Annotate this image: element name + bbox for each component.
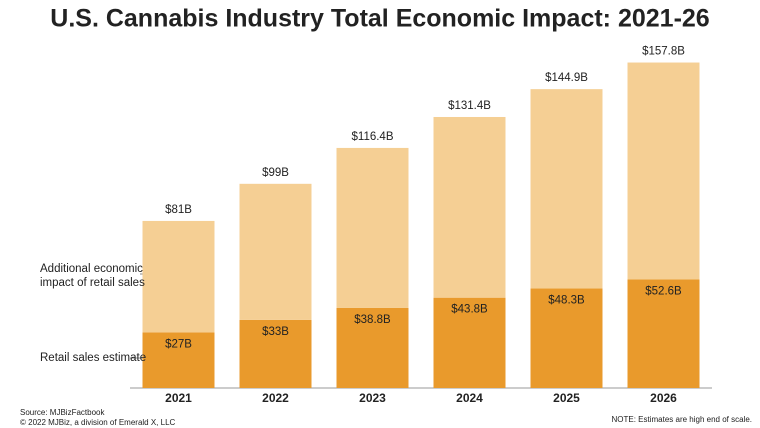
bar-segment [142, 332, 215, 388]
x-tick-label: 2023 [359, 391, 386, 405]
copyright: © 2022 MJBiz, a division of Emerald X, L… [20, 418, 176, 427]
bar-segment [336, 307, 409, 388]
bar-segment [239, 319, 312, 388]
total-label: $116.4B [352, 131, 394, 143]
chart-title: U.S. Cannabis Industry Total Economic Im… [50, 5, 709, 33]
legend-label: Retail sales estimate [40, 352, 147, 364]
bar-segment [530, 288, 603, 388]
x-tick-label: 2021 [165, 391, 192, 405]
bar-segment [433, 116, 506, 298]
value-label: $27B [165, 338, 192, 350]
source: Source: MJBizFactbook [20, 408, 105, 417]
value-label: $43.8B [451, 304, 488, 316]
x-tick-label: 2025 [553, 391, 580, 405]
total-label: $157.8B [642, 46, 685, 58]
value-label: $52.6B [645, 286, 682, 298]
total-label: $144.9B [545, 72, 588, 84]
bar-segment [627, 279, 700, 388]
note: NOTE: Estimates are high end of scale. [611, 415, 752, 424]
x-tick-label: 2026 [650, 391, 677, 405]
value-label: $33B [262, 326, 289, 338]
value-label: $48.3B [548, 294, 585, 306]
bar-segment [336, 147, 409, 308]
bar-segment [239, 183, 312, 320]
bar-segment [433, 297, 506, 388]
bar-segment [530, 89, 603, 289]
legend-label: Additional economic impact of retail sal… [40, 263, 145, 289]
bar-segment [627, 62, 700, 280]
total-label: $81B [165, 204, 192, 216]
total-label: $131.4B [448, 100, 491, 112]
bar-segment [142, 220, 215, 333]
total-label: $99B [262, 167, 289, 179]
x-tick-label: 2024 [456, 391, 483, 405]
x-tick-label: 2022 [262, 391, 289, 405]
value-label: $38.8B [354, 314, 391, 326]
